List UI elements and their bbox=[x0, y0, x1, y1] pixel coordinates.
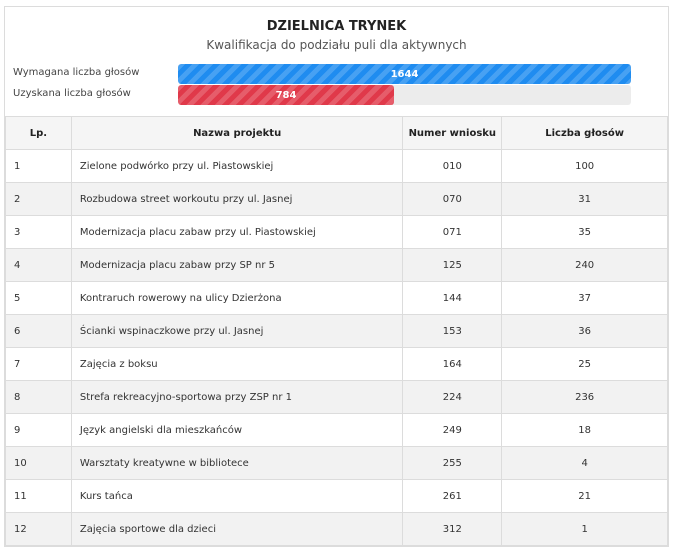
table-row: 3 Modernizacja placu zabaw przy ul. Piast… bbox=[5, 215, 668, 249]
row-project-name: Ścianki wspinaczkowe przy ul. Jasnej bbox=[70, 314, 404, 348]
row-votes: 1 bbox=[501, 512, 668, 546]
row-votes: 240 bbox=[501, 248, 668, 282]
row-lp: 7 bbox=[5, 347, 72, 381]
row-votes: 100 bbox=[501, 149, 668, 183]
obtained-votes-row: Uzyskana liczba głosów 784 bbox=[5, 85, 668, 105]
required-votes-row: Wymagana liczba głosów 1644 bbox=[5, 64, 668, 84]
row-votes: 31 bbox=[501, 182, 668, 216]
table-row: 1 Zielone podwórko przy ul. Piastowskiej 0… bbox=[5, 149, 668, 183]
row-project-name: Strefa rekreacyjno-sportowa przy ZSP nr … bbox=[70, 380, 404, 414]
page-title: DZIELNICA TRYNEK bbox=[266, 19, 407, 34]
table-row: 11 Kurs tańca 261 21 bbox=[5, 479, 668, 513]
row-votes: 21 bbox=[501, 479, 668, 513]
column-header-name: Nazwa projektu bbox=[70, 116, 404, 150]
table-row: 5 Kontraruch rowerowy na ulicy Dzierżona 1… bbox=[5, 281, 668, 315]
table-row: 9 Język angielski dla mieszkańców 249 18 bbox=[5, 413, 668, 447]
row-project-name: Zajęcia sportowe dla dzieci bbox=[70, 512, 404, 546]
row-votes: 18 bbox=[501, 413, 668, 447]
row-lp: 2 bbox=[5, 182, 72, 216]
row-votes: 4 bbox=[501, 446, 668, 480]
table-row: 10 Warsztaty kreatywne w bibliotece 255 4 bbox=[5, 446, 668, 480]
row-project-name: Zielone podwórko przy ul. Piastowskiej bbox=[70, 149, 404, 183]
table-header-row: Lp. Nazwa projektu Numer wniosku Liczba … bbox=[5, 116, 668, 150]
row-lp: 6 bbox=[5, 314, 72, 348]
row-project-name: Warsztaty kreatywne w bibliotece bbox=[70, 446, 404, 480]
row-votes: 37 bbox=[501, 281, 668, 315]
row-application-number: 125 bbox=[402, 248, 503, 282]
row-application-number: 153 bbox=[402, 314, 503, 348]
row-votes: 25 bbox=[501, 347, 668, 381]
obtained-votes-value: 784 bbox=[275, 89, 297, 101]
column-header-votes: Liczba głosów bbox=[501, 116, 668, 150]
row-lp: 12 bbox=[5, 512, 72, 546]
row-application-number: 164 bbox=[402, 347, 503, 381]
page-subtitle: Kwalifikacja do podziału puli dla aktywn… bbox=[206, 38, 467, 52]
table-row: 2 Rozbudowa street workoutu przy ul. Jasn… bbox=[5, 182, 668, 216]
obtained-votes-track: 784 bbox=[178, 85, 631, 105]
obtained-votes-label: Uzyskana liczba głosów bbox=[13, 88, 131, 99]
row-project-name: Język angielski dla mieszkańców bbox=[70, 413, 404, 447]
row-project-name: Kontraruch rowerowy na ulicy Dzierżona bbox=[70, 281, 404, 315]
row-lp: 3 bbox=[5, 215, 72, 249]
row-lp: 8 bbox=[5, 380, 72, 414]
row-lp: 1 bbox=[5, 149, 72, 183]
table-row: 12 Zajęcia sportowe dla dzieci 312 1 bbox=[5, 512, 668, 546]
row-votes: 236 bbox=[501, 380, 668, 414]
district-panel: DZIELNICA TRYNEK Kwalifikacja do podział… bbox=[4, 6, 669, 547]
row-application-number: 312 bbox=[402, 512, 503, 546]
row-project-name: Modernizacja placu zabaw przy SP nr 5 bbox=[70, 248, 404, 282]
required-votes-label: Wymagana liczba głosów bbox=[13, 67, 140, 78]
row-application-number: 071 bbox=[402, 215, 503, 249]
required-votes-bar: 1644 bbox=[178, 64, 631, 84]
row-votes: 35 bbox=[501, 215, 668, 249]
row-project-name: Zajęcia z boksu bbox=[70, 347, 404, 381]
row-lp: 11 bbox=[5, 479, 72, 513]
row-application-number: 224 bbox=[402, 380, 503, 414]
column-header-lp: Lp. bbox=[5, 116, 72, 150]
row-project-name: Kurs tańca bbox=[70, 479, 404, 513]
row-application-number: 261 bbox=[402, 479, 503, 513]
table-row: 6 Ścianki wspinaczkowe przy ul. Jasnej 153… bbox=[5, 314, 668, 348]
row-lp: 10 bbox=[5, 446, 72, 480]
table-row: 7 Zajęcia z boksu 164 25 bbox=[5, 347, 668, 381]
obtained-votes-bar: 784 bbox=[178, 85, 395, 105]
row-application-number: 249 bbox=[402, 413, 503, 447]
row-application-number: 144 bbox=[402, 281, 503, 315]
row-project-name: Modernizacja placu zabaw przy ul. Piasto… bbox=[70, 215, 404, 249]
row-votes: 36 bbox=[501, 314, 668, 348]
row-application-number: 070 bbox=[402, 182, 503, 216]
table-row: 4 Modernizacja placu zabaw przy SP nr 5 12… bbox=[5, 248, 668, 282]
row-project-name: Rozbudowa street workoutu przy ul. Jasne… bbox=[70, 182, 404, 216]
row-lp: 4 bbox=[5, 248, 72, 282]
row-application-number: 010 bbox=[402, 149, 503, 183]
column-header-number: Numer wniosku bbox=[402, 116, 503, 150]
projects-table: Lp. Nazwa projektu Numer wniosku Liczba … bbox=[5, 116, 668, 546]
row-lp: 9 bbox=[5, 413, 72, 447]
row-application-number: 255 bbox=[402, 446, 503, 480]
row-lp: 5 bbox=[5, 281, 72, 315]
table-row: 8 Strefa rekreacyjno-sportowa przy ZSP nr… bbox=[5, 380, 668, 414]
required-votes-track: 1644 bbox=[178, 64, 631, 84]
required-votes-value: 1644 bbox=[390, 68, 419, 80]
